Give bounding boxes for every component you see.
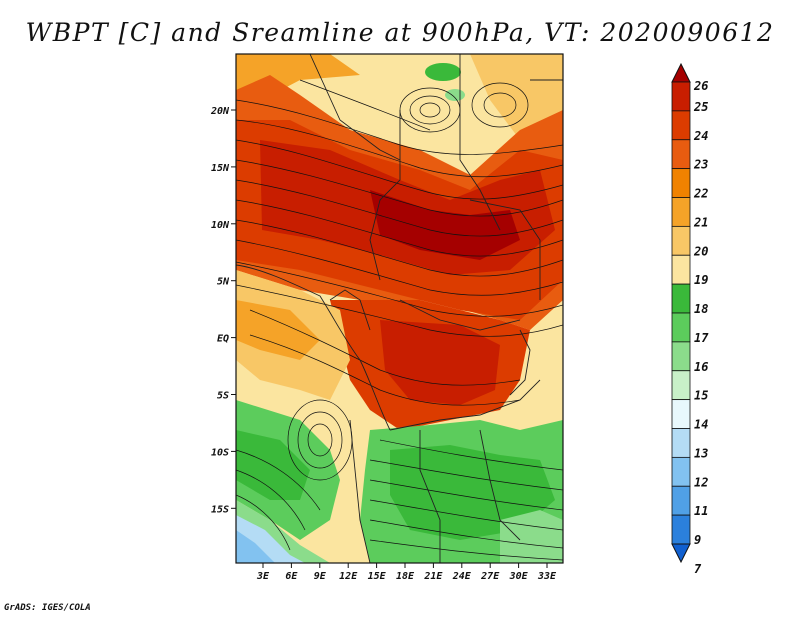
streamlines: [236, 79, 563, 561]
colorbar-label: 20: [693, 244, 708, 258]
colorbar-segment: [671, 283, 691, 314]
colorbar-segment: [671, 225, 691, 256]
colorbar: 26 25 24 23 22 21 20 19 18 17 16 15 14 13 12 11 9 7: [671, 62, 709, 576]
colorbar-segment: [671, 312, 691, 343]
lat-label: 20N: [210, 106, 230, 117]
lon-label: 15E: [368, 571, 387, 582]
colorbar-segment: [671, 81, 691, 112]
lon-label: 9E: [314, 571, 327, 582]
colorbar-label: 24: [693, 129, 708, 143]
colorbar-label: 25: [693, 100, 708, 114]
lat-label: 10N: [211, 220, 230, 231]
lon-label: 33E: [537, 571, 557, 582]
colorbar-label: 15: [694, 389, 708, 403]
country-borders: [236, 54, 563, 563]
colorbar-label: 16: [694, 360, 708, 374]
colorbar-segment: [671, 139, 691, 170]
lat-label: 15S: [211, 504, 229, 515]
colorbar-segment: [671, 197, 691, 227]
credit-label: GrADS: IGES/COLA: [4, 603, 91, 613]
lon-label: 3E: [256, 571, 270, 582]
lat-label: 5N: [217, 277, 230, 288]
colorbar-label: 9: [694, 533, 701, 547]
colorbar-segment: [671, 485, 691, 516]
map-frame: [235, 53, 564, 564]
colorbar-label: 11: [694, 504, 708, 518]
colorbar-label: 23: [693, 158, 708, 172]
colorbar-segment: [671, 341, 691, 372]
colorbar-segment: [671, 428, 691, 458]
colorbar-bottom-arrow: [671, 543, 691, 564]
colorbar-label: 7: [694, 562, 702, 576]
colorbar-label: 18: [694, 302, 708, 316]
colorbar-segment: [671, 168, 691, 198]
lon-label: 12E: [339, 571, 358, 582]
colorbar-segment: [671, 110, 691, 141]
colorbar-label: 13: [694, 446, 708, 460]
chart-title: WBPT [C] and Sreamline at 900hPa, VT: 20…: [25, 18, 775, 47]
temperature-field: [236, 54, 563, 563]
lon-label: 30E: [509, 571, 529, 582]
longitude-axis: 3E 6E 9E 12E 15E 18E 21E 24E 27E 30E 33E: [256, 563, 557, 582]
colorbar-top-arrow: [671, 62, 691, 83]
lon-label: 6E: [285, 571, 298, 582]
colorbar-label: 19: [694, 273, 708, 287]
colorbar-segment: [671, 254, 691, 285]
colorbar-label: 26: [693, 79, 708, 93]
colorbar-label: 22: [693, 187, 708, 201]
colorbar-segment: [671, 514, 691, 545]
colorbar-segment: [671, 370, 691, 401]
lat-label: 10S: [211, 447, 229, 458]
lon-label: 24E: [452, 571, 472, 582]
colorbar-label: 21: [693, 215, 708, 229]
colorbar-segment: [671, 456, 691, 487]
lat-label: EQ: [217, 334, 229, 345]
colorbar-segment: [671, 399, 691, 429]
lon-label: 18E: [396, 571, 415, 582]
lat-label: 15N: [211, 163, 230, 174]
colorbar-label: 14: [694, 418, 708, 432]
lat-label: 5S: [217, 391, 229, 402]
lon-label: 27E: [480, 571, 500, 582]
colorbar-label: 12: [694, 475, 708, 489]
colorbar-label: 17: [694, 331, 709, 345]
lon-label: 21E: [423, 571, 443, 582]
latitude-axis: 20N 15N 10N 5N EQ 5S 10S 15S: [210, 106, 236, 515]
